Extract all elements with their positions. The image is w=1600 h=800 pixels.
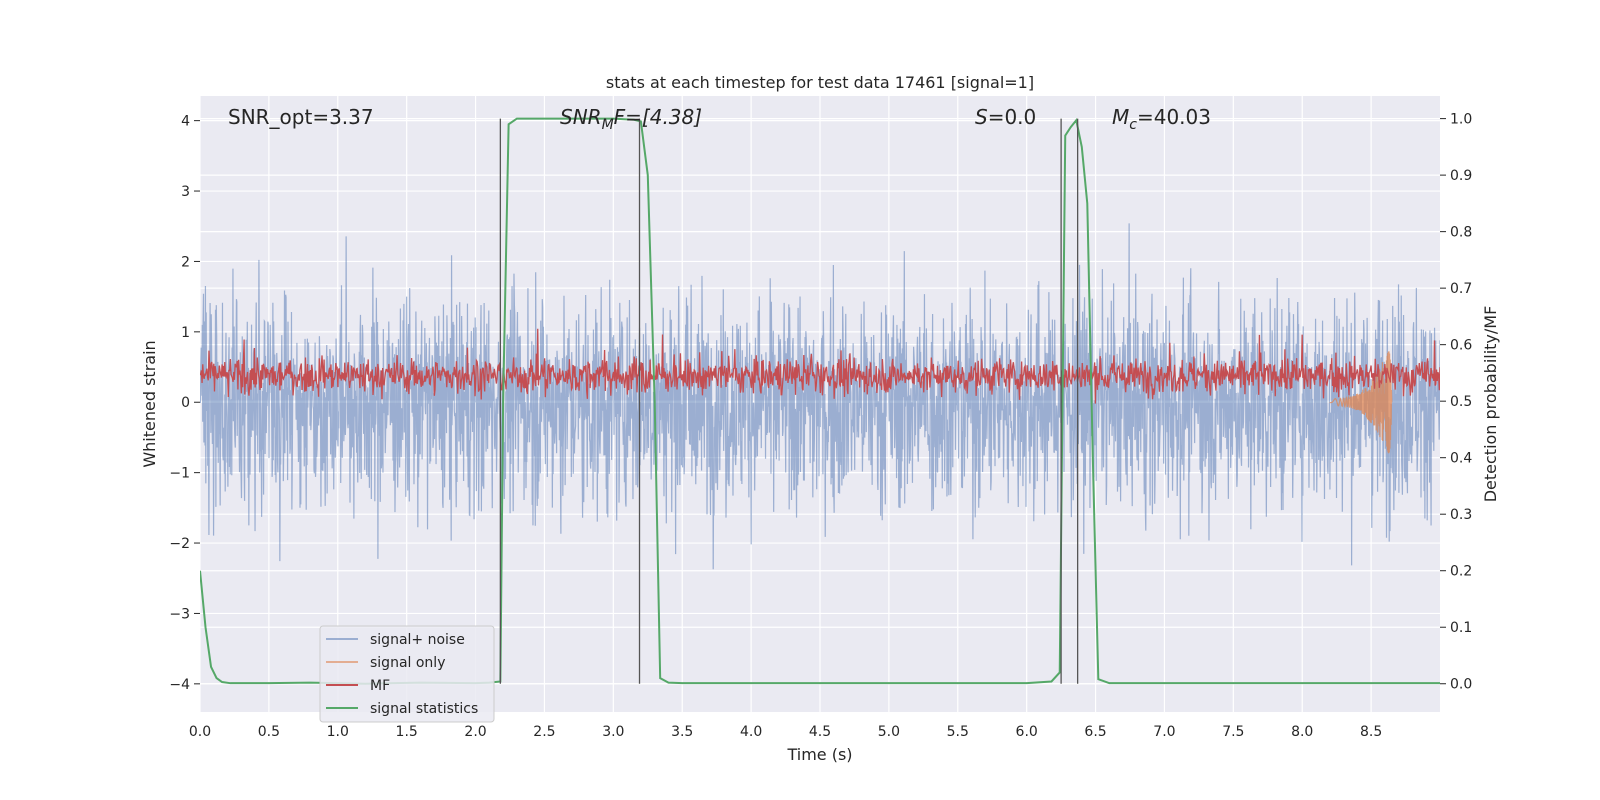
annotation-mc: Mc=40.03 <box>1112 105 1211 133</box>
x-tick-label: 0.0 <box>189 724 211 740</box>
x-tick-label: 4.5 <box>809 724 831 740</box>
y-right-tick-label: 0.0 <box>1450 677 1472 693</box>
legend-box <box>319 625 495 723</box>
tick-labels: 0.0 0.5 1.0 1.5 2.0 2.5 3.0 3.5 4.0 4.5 5.0 5.5 6.0 6… <box>169 112 1472 740</box>
y-left-tick-label: 3 <box>181 184 190 200</box>
x-tick-label: 5.5 <box>947 724 969 740</box>
x-tick-label: 2.5 <box>533 724 555 740</box>
y-left-tick-label: −2 <box>169 536 190 552</box>
y-right-tick-label: 0.6 <box>1450 338 1472 354</box>
chart-title: stats at each timestep for test data 174… <box>606 73 1034 92</box>
annotation-snr-opt: SNR_opt=3.37 <box>228 105 374 129</box>
series-layer <box>200 117 1440 685</box>
y-left-tick-label: 1 <box>181 325 190 341</box>
mc-italic: M <box>1112 105 1129 129</box>
s-rest: =0.0 <box>988 105 1037 129</box>
annotation-snr-mf: SNRMF=[4.38] <box>560 105 702 133</box>
series-mf-line <box>200 328 1440 404</box>
x-tick-label: 6.0 <box>1016 724 1038 740</box>
y-left-tick-label: −3 <box>169 606 190 622</box>
x-tick-label: 5.0 <box>878 724 900 740</box>
x-tick-label: 8.0 <box>1291 724 1313 740</box>
x-tick-label: 7.0 <box>1153 724 1175 740</box>
x-tick-label: 3.5 <box>671 724 693 740</box>
y-right-tick-label: 0.7 <box>1450 281 1472 297</box>
series-signal-statistics-line <box>200 117 1440 685</box>
mc-sub: c <box>1129 117 1137 133</box>
vertical-markers <box>499 118 1079 684</box>
legend: signal+ noise signal only MF signal stat… <box>319 625 495 723</box>
annotation-s: S=0.0 <box>975 105 1036 129</box>
legend-label-signal-statistics: signal statistics <box>370 701 478 717</box>
legend-label-signal-only: signal only <box>370 655 445 671</box>
y-axis-label-left: Whitened strain <box>140 340 159 467</box>
y-right-tick-label: 0.3 <box>1450 507 1472 523</box>
y-left-tick-label: −4 <box>169 677 190 693</box>
x-tick-label: 1.0 <box>327 724 349 740</box>
y-left-tick-label: 2 <box>181 254 190 270</box>
y-left-tick-label: −1 <box>169 466 190 482</box>
x-axis-label: Time (s) <box>786 745 852 764</box>
snr-mf-prefix: SNR <box>560 105 602 129</box>
y-right-tick-label: 0.5 <box>1450 394 1472 410</box>
series-signal-only-line <box>1329 351 1393 454</box>
x-tick-label: 6.5 <box>1084 724 1106 740</box>
y-right-tick-label: 0.1 <box>1450 620 1472 636</box>
legend-label-signal-noise: signal+ noise <box>370 632 465 648</box>
legend-label-mf: MF <box>370 678 390 694</box>
x-tick-label: 0.5 <box>258 724 280 740</box>
s-italic: S <box>975 105 988 129</box>
y-right-tick-label: 0.8 <box>1450 225 1472 241</box>
y-right-tick-label: 1.0 <box>1450 112 1472 128</box>
y-left-tick-label: 4 <box>181 114 190 130</box>
y-left-tick-label: 0 <box>181 395 190 411</box>
x-tick-label: 8.5 <box>1360 724 1382 740</box>
x-tick-label: 3.0 <box>602 724 624 740</box>
x-tick-label: 1.5 <box>396 724 418 740</box>
y-right-tick-label: 0.4 <box>1450 451 1472 467</box>
y-right-tick-label: 0.2 <box>1450 564 1472 580</box>
x-tick-label: 7.5 <box>1222 724 1244 740</box>
mc-rest: =40.03 <box>1137 105 1211 129</box>
y-axis-label-right: Detection probability/MF <box>1481 306 1500 503</box>
y-right-tick-label: 0.9 <box>1450 168 1472 184</box>
x-tick-label: 2.0 <box>464 724 486 740</box>
snr-mf-suffix: F=[4.38] <box>614 105 702 129</box>
snr-mf-sub: M <box>602 117 614 133</box>
x-tick-label: 4.0 <box>740 724 762 740</box>
